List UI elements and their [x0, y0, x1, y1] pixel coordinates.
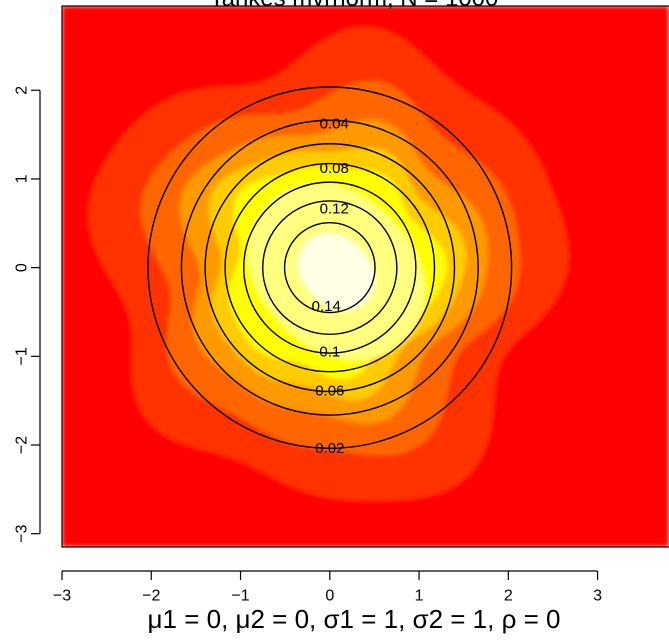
y-tick-label-3: 0	[14, 263, 31, 272]
contour-label-text: 0.1	[319, 343, 340, 360]
contour-line-0.14	[283, 222, 376, 314]
contour-label-text: 0.12	[320, 201, 349, 218]
contour-lines	[147, 86, 513, 449]
plot-area: 0.02 0.04 0.06 0.08 0.1 0.12 0.14	[62, 6, 669, 547]
contour-label-4: 0.1	[319, 343, 340, 360]
density-band-7	[298, 233, 376, 311]
contour-label-text: 0.02	[315, 440, 344, 457]
y-axis: −3 −2 −1 0 1 2	[14, 86, 41, 543]
x-tick-label-2: −1	[231, 587, 249, 604]
x-axis: −3 −2 −1 0 1 2 3	[53, 570, 602, 604]
y-tick-label-1: −2	[14, 436, 31, 454]
contour-line-0.04	[180, 119, 479, 416]
x-tick-label-0: −3	[53, 587, 71, 604]
y-tick-label-4: 1	[14, 174, 31, 183]
contour-label-6: 0.14	[312, 298, 341, 315]
plot-border	[61, 5, 669, 548]
contour-labels: 0.02 0.04 0.06 0.08 0.1 0.12 0.14	[312, 115, 349, 457]
contour-line-0.06	[204, 143, 456, 393]
contour-label-text: 0.06	[315, 382, 344, 399]
chart-title: Tahkes mvrnorm, N = 1000	[210, 0, 499, 12]
contour-label-text: 0.08	[320, 160, 349, 177]
x-axis-label: μ1 = 0, μ2 = 0, σ1 = 1, σ2 = 1, ρ = 0	[148, 604, 561, 634]
contour-line-0.1	[243, 181, 417, 354]
y-tick-label-2: −1	[14, 347, 31, 365]
contour-label-3: 0.08	[320, 160, 349, 177]
x-tick-label-1: −2	[142, 587, 160, 604]
x-tick-label-5: 2	[504, 587, 513, 604]
contour-label-1: 0.04	[320, 115, 349, 132]
plot-frame	[61, 5, 669, 548]
x-tick-label-3: 0	[325, 587, 334, 604]
x-tick-label-6: 3	[593, 587, 602, 604]
contour-label-text: 0.14	[312, 298, 341, 315]
contour-label-2: 0.06	[315, 382, 344, 399]
contour-label-text: 0.04	[320, 115, 349, 132]
density-fill-layer	[62, 6, 669, 547]
contour-line-0.12	[262, 200, 398, 335]
y-tick-label-0: −3	[14, 524, 31, 542]
contour-line-0.02	[147, 86, 513, 449]
x-tick-label-4: 1	[415, 587, 424, 604]
contour-line-0.08	[224, 162, 436, 373]
contour-label-0: 0.02	[315, 440, 344, 457]
contour-label-5: 0.12	[320, 201, 349, 218]
y-tick-label-5: 2	[14, 86, 31, 95]
